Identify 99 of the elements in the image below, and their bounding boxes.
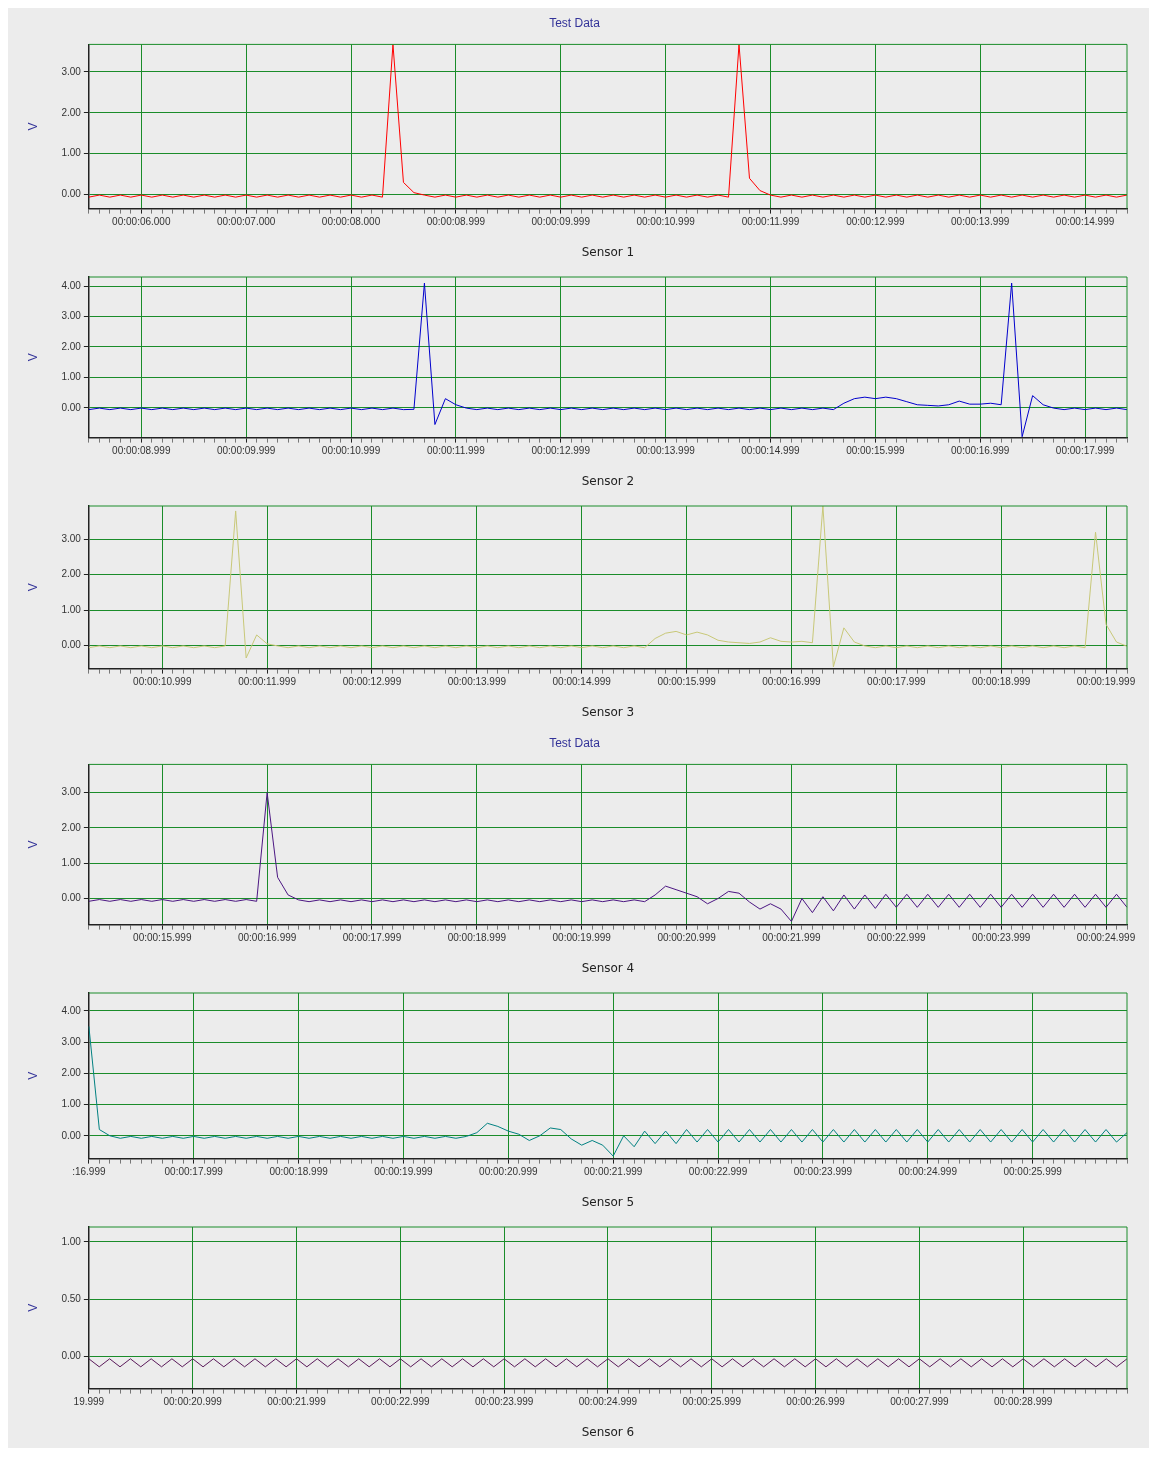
y-axis-title: V <box>25 122 40 131</box>
x-tick-label: 00:00:12.999 <box>846 216 905 228</box>
x-tick-label: 00:00:10.999 <box>133 676 192 688</box>
x-tick-label: 00:00:13.999 <box>951 216 1010 228</box>
x-tick-label: 00:00:15.999 <box>846 445 905 457</box>
x-axis-title: Sensor 5 <box>581 1194 635 1209</box>
x-tick-label: 00:00:23.999 <box>793 1166 853 1178</box>
x-tick-label: 00:00:13.999 <box>447 676 507 688</box>
x-tick-label: 00:00:14.999 <box>741 445 801 457</box>
x-tick-label: 00:00:21.999 <box>762 932 822 944</box>
x-tick-label: 00:00:24.999 <box>578 1396 638 1408</box>
y-tick-label: 1.00 <box>61 147 82 159</box>
x-tick-label: 00:00:08.999 <box>426 216 486 228</box>
y-tick-label: 2.00 <box>61 568 82 580</box>
x-tick-label: 00:00:18.999 <box>971 676 1031 688</box>
y-tick-label: 1.00 <box>61 856 82 868</box>
y-axis-title: V <box>25 583 40 592</box>
x-tick-label: 00:00:16.999 <box>237 932 297 944</box>
x-tick-label: 00:00:06.000 <box>112 216 171 228</box>
x-tick-label: 00:00:27.999 <box>890 1396 949 1408</box>
x-tick-label: 00:00:24.999 <box>1076 932 1136 944</box>
x-tick-label: 00:00:15.999 <box>133 932 192 944</box>
x-tick-label: 00:00:21.999 <box>267 1396 327 1408</box>
x-tick-label: 00:00:11.999 <box>427 445 486 457</box>
y-tick-label: 0.00 <box>61 639 82 651</box>
y-tick-label: 4.00 <box>61 1004 82 1016</box>
x-tick-label: 00:00:24.999 <box>898 1166 958 1178</box>
x-tick-label: 00:00:09.999 <box>216 445 276 457</box>
x-tick-label: 00:00:08.999 <box>112 445 171 457</box>
x-tick-label: 00:00:25.999 <box>682 1396 742 1408</box>
x-tick-label: 00:00:23.999 <box>971 932 1031 944</box>
y-tick-label: 1.00 <box>61 603 82 615</box>
y-tick-label: 2.00 <box>61 340 82 352</box>
y-tick-label: 1.00 <box>61 1235 82 1247</box>
y-tick-label: 3.00 <box>61 786 82 798</box>
y-tick-label: 0.50 <box>61 1292 82 1304</box>
x-tick-label: 00:00:18.999 <box>269 1166 329 1178</box>
x-tick-label: 00:00:07.000 <box>216 216 276 228</box>
x-tick-label: 00:00:10.999 <box>636 216 696 228</box>
y-tick-label: 1.00 <box>61 1098 82 1110</box>
y-tick-label: 4.00 <box>61 279 82 291</box>
x-tick-label: 00:00:18.999 <box>447 932 507 944</box>
x-axis-title: Sensor 1 <box>581 244 635 259</box>
y-tick-label: 1.00 <box>61 371 82 383</box>
y-tick-label: 0.00 <box>61 1350 82 1362</box>
x-tick-label: :16.999 <box>72 1166 106 1178</box>
y-tick-label: 0.00 <box>61 401 82 413</box>
x-tick-label: 00:00:14.999 <box>1055 216 1115 228</box>
x-tick-label: 00:00:13.999 <box>636 445 696 457</box>
x-tick-label: 00:00:21.999 <box>583 1166 643 1178</box>
x-tick-label: 00:00:16.999 <box>762 676 822 688</box>
y-axis-title: V <box>25 1071 40 1080</box>
x-tick-label: 00:00:19.999 <box>1076 676 1136 688</box>
x-tick-label: 00:00:20.999 <box>163 1396 223 1408</box>
y-tick-label: 3.00 <box>61 65 82 77</box>
x-tick-label: 00:00:26.999 <box>786 1396 846 1408</box>
chart-title: Test Data <box>549 735 601 750</box>
x-tick-label: 00:00:25.999 <box>1003 1166 1063 1178</box>
x-tick-label: 00:00:17.999 <box>342 932 402 944</box>
y-tick-label: 2.00 <box>61 106 82 118</box>
x-tick-label: 00:00:17.999 <box>1055 445 1115 457</box>
chart-title: Test Data <box>549 15 601 30</box>
x-tick-label: 00:00:20.999 <box>479 1166 538 1178</box>
y-tick-label: 2.00 <box>61 1067 82 1079</box>
x-tick-label: 00:00:20.999 <box>657 932 717 944</box>
x-tick-label: 00:00:19.999 <box>374 1166 434 1178</box>
x-axis-title: Sensor 6 <box>581 1424 635 1439</box>
x-tick-label: 00:00:16.999 <box>951 445 1010 457</box>
y-tick-label: 0.00 <box>61 188 82 200</box>
x-tick-label: 00:00:23.999 <box>474 1396 534 1408</box>
y-axis-title: V <box>25 1303 40 1312</box>
y-tick-label: 3.00 <box>61 1035 82 1047</box>
x-tick-label: 00:00:09.999 <box>531 216 591 228</box>
x-tick-label: 00:00:22.999 <box>688 1166 748 1178</box>
y-tick-label: 2.00 <box>61 821 82 833</box>
y-axis-title: V <box>25 840 40 849</box>
x-tick-label: 00:00:22.999 <box>867 932 926 944</box>
x-tick-label: 00:00:22.999 <box>371 1396 430 1408</box>
x-tick-label: 00:00:15.999 <box>657 676 717 688</box>
x-tick-label: 00:00:10.999 <box>321 445 381 457</box>
x-tick-label: 00:00:19.999 <box>552 932 612 944</box>
x-axis-title: Sensor 2 <box>581 473 635 488</box>
x-tick-label: 00:00:12.999 <box>531 445 591 457</box>
x-tick-label: 00:00:11.999 <box>741 216 800 228</box>
x-tick-label: 00:00:11.999 <box>238 676 297 688</box>
x-axis-title: Sensor 3 <box>581 704 635 719</box>
y-tick-label: 3.00 <box>61 533 82 545</box>
x-tick-label: 00:00:28.999 <box>993 1396 1053 1408</box>
x-tick-label: 00:00:17.999 <box>867 676 926 688</box>
x-tick-label: 00:00:17.999 <box>164 1166 224 1178</box>
x-tick-label: 00:00:14.999 <box>552 676 612 688</box>
x-tick-label: 19.999 <box>73 1396 105 1408</box>
x-tick-label: 00:00:08.000 <box>321 216 381 228</box>
y-tick-label: 0.00 <box>61 1129 82 1141</box>
y-axis-title: V <box>25 353 40 362</box>
y-tick-label: 0.00 <box>61 892 82 904</box>
y-tick-label: 3.00 <box>61 310 82 322</box>
x-tick-label: 00:00:12.999 <box>342 676 402 688</box>
x-axis-title: Sensor 4 <box>581 960 635 975</box>
